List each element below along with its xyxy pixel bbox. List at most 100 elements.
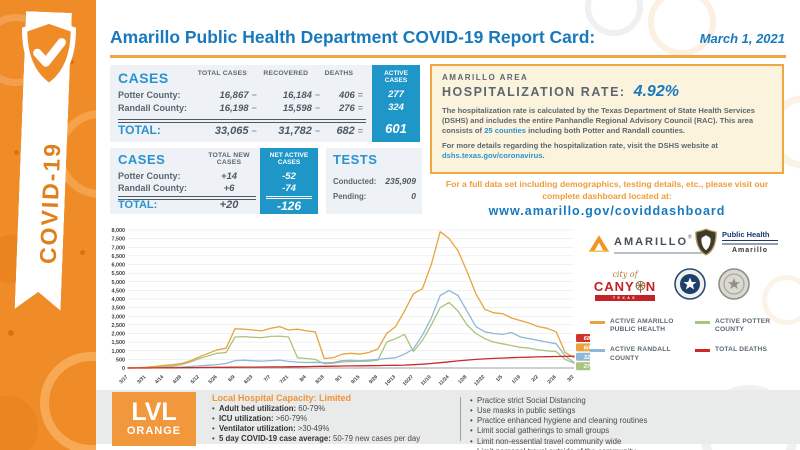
- tests-panel: TESTS Conducted: 235,909 Pending: 0: [326, 148, 422, 214]
- dashboard-note-text: For a full data set including demographi…: [445, 179, 769, 201]
- svg-text:0: 0: [122, 366, 125, 372]
- cases-table-title: CASES: [118, 70, 169, 86]
- svg-text:10/27: 10/27: [402, 374, 415, 387]
- total-active: 601: [385, 121, 407, 136]
- table-row: Potter County: 16,867 − 16,184 − 406 =: [118, 90, 364, 101]
- total-divider: [118, 196, 256, 200]
- list-item: Practice strict Social Distancing: [470, 396, 740, 406]
- virus-dot: [8, 330, 14, 336]
- potter-county-seal-icon: [674, 268, 706, 300]
- header-divider: [110, 55, 786, 58]
- list-item: Limit personal travel outside of the com…: [470, 447, 740, 450]
- svg-text:3/2: 3/2: [566, 374, 575, 383]
- total-row: TOTAL: 33,065 − 31,782 − 682 =: [118, 123, 364, 137]
- alert-level: LVL: [131, 398, 177, 427]
- watermark-circle: [585, 0, 643, 36]
- legend-swatch-amarillo: [590, 321, 605, 324]
- virus-dot: [14, 150, 19, 155]
- public-health-city: Amarillo: [731, 247, 768, 254]
- svg-text:7,000: 7,000: [112, 245, 126, 251]
- randall-total-cases: 16,198: [219, 103, 249, 114]
- windmill-icon: [635, 280, 646, 293]
- net-active-header: NET ACTIVE CASES: [269, 152, 309, 167]
- legend-item-deaths: TOTAL DEATHS: [695, 346, 794, 362]
- sidebar-covid-label: COVID-19: [34, 141, 66, 265]
- svg-text:5,500: 5,500: [112, 271, 126, 277]
- amarillo-logo-tagline: [614, 252, 702, 254]
- svg-text:3,000: 3,000: [112, 314, 126, 320]
- svg-text:7/7: 7/7: [263, 374, 272, 383]
- svg-text:6,500: 6,500: [112, 254, 126, 260]
- randall-active: 324: [388, 102, 404, 113]
- svg-text:12/22: 12/22: [473, 374, 486, 387]
- practices-section: Practice strict Social Distancing Use ma…: [470, 395, 740, 450]
- svg-text:4/28: 4/28: [172, 374, 183, 385]
- public-health-tagline: [722, 243, 778, 245]
- svg-text:7/21: 7/21: [279, 374, 290, 385]
- total-row: TOTAL: +20: [118, 199, 256, 211]
- report-date: March 1, 2021: [699, 31, 785, 46]
- randall-recovered: 15,598: [282, 103, 312, 114]
- total-net-active: -126: [276, 199, 302, 213]
- hospital-capacity-list: Adult bed utilization: 60-79% ICU utiliz…: [212, 404, 457, 445]
- list-item: ICU utilization: >60-79%: [212, 414, 457, 424]
- total-cases: 33,065: [214, 125, 249, 137]
- net-active-column: NET ACTIVE CASES -52 -74 -126: [260, 148, 318, 214]
- new-cases-table: CASES TOTAL NEW CASES Potter County: +14…: [110, 148, 318, 214]
- svg-text:4/14: 4/14: [154, 374, 165, 385]
- public-health-shield-icon: [695, 228, 717, 256]
- svg-text:12/8: 12/8: [457, 374, 468, 385]
- hospitalization-box: AMARILLO AREA HOSPITALIZATION RATE: 4.92…: [430, 64, 784, 174]
- alert-level-name: ORANGE: [126, 424, 182, 437]
- watermark-circle: [762, 275, 800, 325]
- list-item: Use masks in public settings: [470, 406, 740, 416]
- counties-highlight: 25 counties: [484, 126, 526, 136]
- hospitalization-more-info: For more details regarding the hospitali…: [442, 141, 718, 161]
- active-cases-header: ACTIVE CASES: [384, 70, 408, 85]
- svg-text:1,000: 1,000: [112, 349, 126, 355]
- dshs-link[interactable]: dshs.texas.gov/coronavirus: [442, 151, 543, 161]
- col-header-deaths: DEATHS: [324, 70, 354, 77]
- covid-trend-chart: 0 500 1,000 1,500 2,000 2,500 3,000 3,500 4,000 4…: [112, 228, 601, 387]
- dashboard-link[interactable]: www.amarillo.gov/coviddashboard: [488, 204, 726, 219]
- tests-title: TESTS: [333, 152, 378, 167]
- svg-text:3/31: 3/31: [136, 374, 147, 385]
- randall-net-active: -74: [282, 183, 296, 194]
- partner-logos: AMARILLO® Public Health Amarillo city of…: [586, 228, 791, 314]
- hospitalization-rate-value: 4.92%: [633, 83, 679, 100]
- hospitalization-description: The hospitalization rate is calculated b…: [442, 106, 755, 136]
- randall-new-cases: +6: [223, 183, 235, 194]
- svg-text:1/19: 1/19: [511, 374, 522, 385]
- svg-text:2,500: 2,500: [112, 323, 126, 329]
- potter-new-cases: +14: [220, 171, 238, 182]
- svg-text:4,000: 4,000: [112, 297, 126, 303]
- active-cases-column: ACTIVE CASES 277 324 601: [372, 65, 420, 142]
- page-title: Amarillo Public Health Department COVID-…: [110, 27, 596, 47]
- dashboard-note: For a full data set including demographi…: [430, 179, 784, 218]
- total-deaths: 682: [336, 125, 355, 137]
- potter-active: 277: [388, 89, 404, 100]
- svg-text:2/16: 2/16: [546, 374, 557, 385]
- potter-net-active: -52: [282, 171, 296, 182]
- svg-text:8/18: 8/18: [315, 374, 326, 385]
- svg-text:5,000: 5,000: [112, 280, 126, 286]
- virus-pattern: [0, 396, 38, 450]
- bottom-divider: [460, 397, 461, 441]
- potter-county-seal: [674, 268, 706, 305]
- total-divider: [266, 196, 312, 199]
- list-item: Limit non-essential travel community wid…: [470, 437, 740, 447]
- cases-table: CASES TOTAL CASES RECOVERED DEATHS Potte…: [110, 65, 420, 142]
- tests-pending: 0: [411, 191, 416, 201]
- svg-text:9/1: 9/1: [334, 374, 343, 383]
- practices-list: Practice strict Social Distancing Use ma…: [470, 396, 740, 450]
- pending-label: Pending:: [333, 192, 367, 201]
- public-health-amarillo-logo: Public Health Amarillo: [694, 228, 778, 256]
- hospitalization-rate-label: HOSPITALIZATION RATE:: [442, 85, 626, 99]
- amarillo-logo-text: AMARILLO: [614, 236, 689, 248]
- list-item: Limit social gatherings to small groups: [470, 426, 740, 436]
- svg-text:1,500: 1,500: [112, 340, 126, 346]
- svg-text:11/24: 11/24: [438, 374, 451, 387]
- city-of-amarillo-logo: AMARILLO®: [588, 232, 702, 254]
- randall-county-seal: [718, 268, 750, 305]
- legend-item-amarillo: ACTIVE AMARILLO PUBLIC HEALTH: [590, 318, 689, 334]
